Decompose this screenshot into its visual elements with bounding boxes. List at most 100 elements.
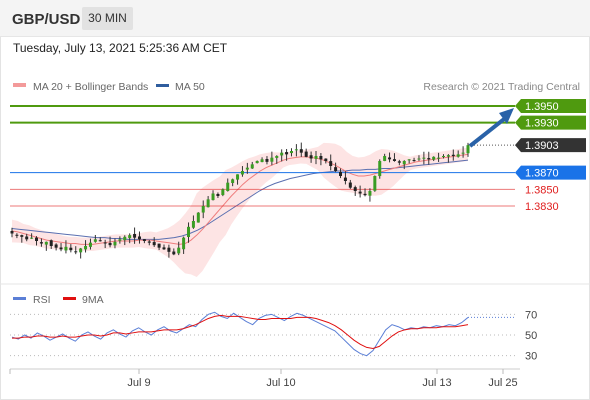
candle-body: [226, 182, 230, 191]
candle-body: [358, 191, 362, 194]
candle-body: [54, 244, 58, 248]
ma20-line: [11, 153, 469, 245]
rsi-tick-30: 30: [525, 351, 537, 363]
candle-body: [373, 176, 377, 191]
candle-body: [348, 182, 352, 188]
candle-body: [378, 161, 382, 177]
candle-body: [329, 161, 333, 166]
candle-body: [260, 159, 264, 163]
level-tag-1.3870: 1.3870: [515, 165, 586, 180]
candle-body: [451, 154, 455, 156]
ma50-legend-label: MA 50: [175, 81, 205, 93]
level-tag-1.3950: 1.3950: [515, 99, 586, 113]
candle-body: [368, 191, 372, 196]
candle-body: [118, 239, 122, 241]
level-tag-text: 1.3950: [525, 101, 559, 113]
candle-body: [128, 235, 132, 239]
candle-body: [123, 236, 127, 241]
level-tag-1.3903: 1.3903: [515, 138, 586, 153]
candle-body: [182, 237, 186, 250]
candle-body: [299, 149, 303, 153]
credit-label: Research © 2021 Trading Central: [423, 81, 580, 93]
candle-body: [270, 157, 274, 162]
candle-body: [265, 158, 269, 162]
candle-body: [15, 234, 19, 236]
level-tag-text-1.3830: 1.3830: [525, 201, 559, 213]
candle-body: [133, 233, 137, 238]
candle-body: [285, 152, 289, 155]
candle-body: [79, 248, 83, 253]
candle-body: [412, 160, 416, 162]
level-tag-text: 1.3903: [525, 140, 559, 152]
candle-body: [113, 241, 117, 246]
candle-body: [294, 149, 298, 151]
candle-body: [172, 251, 176, 255]
candle-body: [461, 152, 465, 154]
candle-body: [250, 164, 254, 169]
candle-body: [216, 193, 220, 196]
candle-body: [441, 156, 445, 157]
candle-body: [417, 158, 421, 160]
x-tick-label: Jul 13: [422, 377, 451, 389]
candle-body: [432, 156, 436, 160]
x-tick-label: Jul 9: [127, 377, 150, 389]
candle-body: [314, 156, 318, 159]
candle-body: [25, 236, 29, 240]
forecast-arrow: [468, 114, 510, 148]
candle-body: [309, 155, 313, 159]
candle-body: [201, 206, 205, 213]
candle-body: [44, 241, 48, 245]
ma50-legend-swatch: [156, 84, 169, 87]
candle-body: [446, 155, 450, 157]
timestamp-label: Tuesday, July 13, 2021 5:25:36 AM CET: [13, 41, 228, 55]
candle-body: [211, 193, 215, 201]
candle-body: [402, 161, 406, 165]
candle-body: [147, 241, 151, 243]
level-tag-text: 1.3870: [525, 168, 559, 180]
candle-body: [407, 159, 411, 161]
candle-body: [64, 246, 68, 251]
candle-body: [324, 158, 328, 161]
candle-body: [280, 152, 284, 156]
candle-body: [88, 242, 92, 247]
candle-body: [236, 174, 240, 180]
symbol-label: GBP/USD: [12, 11, 81, 28]
candle-body: [334, 167, 338, 171]
candle-body: [206, 199, 210, 208]
candle-body: [353, 187, 357, 191]
candle-body: [196, 212, 200, 223]
candle-body: [240, 171, 244, 175]
rsi-tick-70: 70: [525, 309, 537, 321]
candle-body: [137, 236, 141, 240]
candle-body: [98, 240, 102, 242]
candle-body: [466, 145, 470, 154]
candle-body: [343, 177, 347, 181]
level-tag-text-1.3850: 1.3850: [525, 184, 559, 196]
ma9-legend-swatch: [63, 297, 76, 300]
candle-body: [437, 157, 441, 159]
candle-body: [157, 243, 161, 248]
candle-body: [162, 247, 166, 250]
candle-body: [221, 189, 225, 196]
candle-body: [108, 243, 112, 246]
candle-body: [304, 151, 308, 157]
rsi-legend-label: RSI: [33, 294, 51, 306]
candle-body: [20, 235, 24, 237]
candle-body: [152, 242, 156, 246]
candle-body: [103, 242, 107, 244]
candle-body: [59, 247, 63, 250]
bollinger-band: [12, 142, 468, 278]
rsi-line: [11, 311, 469, 357]
candle-body: [422, 157, 426, 159]
candle-body: [84, 246, 88, 250]
timeframe-badge[interactable]: 30 MIN: [82, 7, 133, 30]
candle-body: [35, 237, 39, 241]
candle-body: [255, 161, 259, 164]
candle-body: [319, 155, 323, 160]
candle-body: [363, 193, 367, 196]
x-tick-label: Jul 10: [266, 377, 295, 389]
rsi-tick-50: 50: [525, 330, 537, 342]
candle-body: [456, 154, 460, 157]
candle-body: [187, 226, 191, 238]
